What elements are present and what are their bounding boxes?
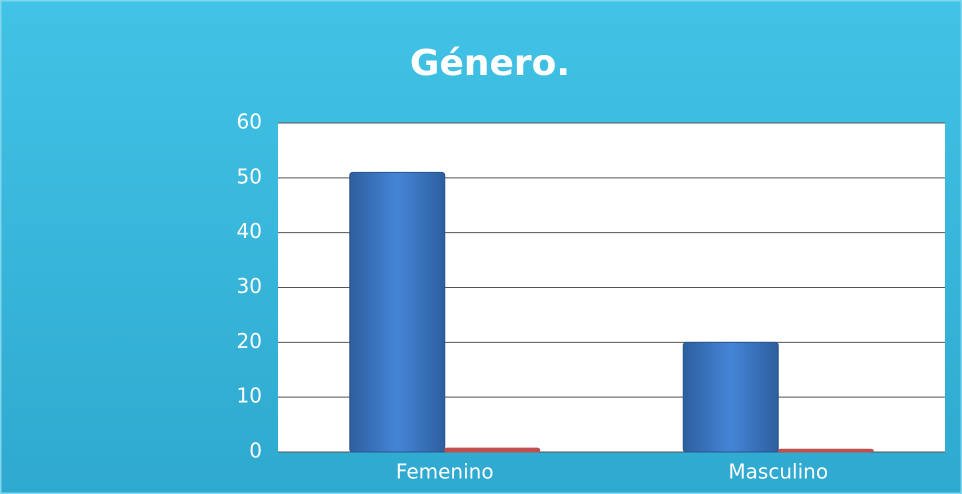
x-tick-label: Femenino <box>396 460 494 484</box>
bar <box>777 448 874 453</box>
bar <box>349 171 446 453</box>
chart-title: Género. <box>410 43 570 84</box>
bar <box>682 341 779 453</box>
y-tick-label: 0 <box>249 439 262 463</box>
x-tick-label: Masculino <box>728 460 828 484</box>
y-tick-label: 20 <box>237 329 262 353</box>
y-tick-label: 60 <box>237 110 262 134</box>
y-tick-label: 50 <box>237 164 262 188</box>
y-tick-label: 10 <box>237 384 262 408</box>
y-tick-label: 30 <box>237 274 262 298</box>
y-tick-label: 40 <box>237 219 262 243</box>
bar <box>444 447 541 453</box>
